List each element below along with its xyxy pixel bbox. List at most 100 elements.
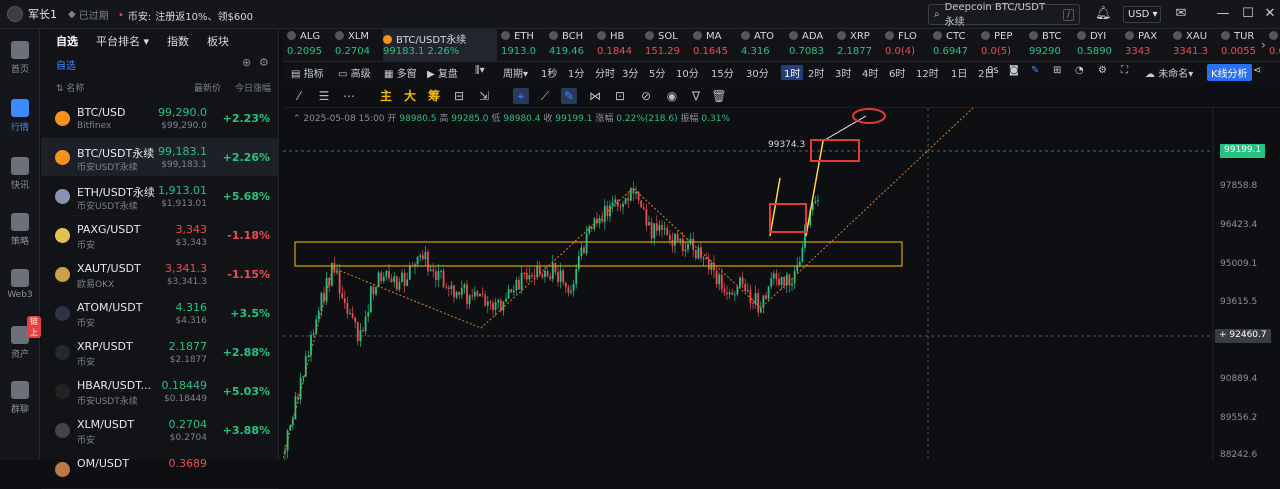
indicator-button[interactable]: ▤ 指标: [291, 69, 324, 80]
ticker-item[interactable]: BCH 419.46: [549, 29, 593, 61]
ticker-item[interactable]: BTC/USDT永续 99183.1 2.26%: [383, 29, 497, 61]
cursor-icon[interactable]: ⌖: [513, 88, 529, 104]
collapse-icon[interactable]: ⌃: [293, 114, 301, 124]
nav-strategy[interactable]: 策略: [0, 213, 40, 247]
lock-icon[interactable]: ⊡: [614, 89, 626, 103]
col-price[interactable]: 最新价: [193, 84, 221, 94]
interval-button[interactable]: 3时: [835, 69, 852, 80]
watchlist-row[interactable]: XLM/USDT 币安 0.2704 $0.2704 +3.88%: [41, 411, 279, 450]
bell-icon[interactable]: 🔔︎: [1095, 6, 1112, 21]
template-select[interactable]: ☁ 未命名▾: [1145, 69, 1194, 80]
interval-button[interactable]: 1秒: [541, 69, 558, 80]
layout-icon[interactable]: ⊞: [1053, 65, 1062, 76]
kline-analysis-button[interactable]: K线分析: [1207, 64, 1252, 81]
eye-icon[interactable]: ◉: [666, 89, 678, 103]
ticker-item[interactable]: MA 0.1645: [693, 29, 737, 61]
interval-button[interactable]: 4时: [862, 69, 879, 80]
fullscreen-icon[interactable]: ⛶: [1121, 65, 1128, 76]
ticker-item[interactable]: XAU 3341.3: [1173, 29, 1217, 61]
ticker-item[interactable]: TUR 0.0055: [1221, 29, 1265, 61]
nav-web3[interactable]: Web3: [0, 269, 40, 300]
nav-assets[interactable]: 资产: [0, 326, 40, 360]
promo-notice[interactable]: • 币安: 注册返10%、领$600: [118, 8, 253, 23]
settings-icon[interactable]: ⚙: [259, 56, 269, 69]
chips-button[interactable]: 筹: [427, 89, 440, 103]
ticker-item[interactable]: CTC 0.6947: [933, 29, 977, 61]
tab-platform-rank[interactable]: 平台排名 ▾: [96, 35, 150, 48]
watchlist-row[interactable]: BTC/USDT永续 币安USDT永续 99,183.1 $99,183.1 +2.26…: [41, 138, 279, 177]
ticker-item[interactable]: PAX 3343: [1125, 29, 1169, 61]
ticker-item[interactable]: PEC 0.0142: [1269, 29, 1280, 61]
user-info[interactable]: 军长1 ◆ 已过期: [7, 6, 109, 22]
brush-icon[interactable]: ⁄: [297, 89, 300, 103]
watchlist-row[interactable]: PAXG/USDT 币安 3,343 $3,343 -1.18%: [41, 216, 279, 255]
multi-window-button[interactable]: ▦ 多窗: [384, 69, 417, 80]
chart-area[interactable]: ⌃ 2025-05-08 15:00 开 98980.5 高 99285.0 低…: [283, 108, 1280, 460]
brush-tool-icon[interactable]: ⊘: [640, 89, 652, 103]
watchlist-row[interactable]: BTC/USD Bitfinex 99,290.0 $99,290.0 +2.23%: [41, 99, 279, 138]
watchlist-row[interactable]: ATOM/USDT 币安 4.316 $4.316 +3.5%: [41, 294, 279, 333]
ticker-item[interactable]: ALG 0.2095: [287, 29, 331, 61]
gear-icon[interactable]: ⚙: [1098, 65, 1107, 76]
ticker-item[interactable]: ADA 0.7083: [789, 29, 833, 61]
interval-button[interactable]: 10分: [676, 69, 699, 80]
interval-button[interactable]: 1分: [568, 69, 585, 80]
trash-icon[interactable]: 🗑︎: [711, 89, 727, 103]
nav-news[interactable]: 快讯: [0, 157, 40, 191]
col-name[interactable]: ⇅ 名称: [56, 84, 85, 94]
tab-sector[interactable]: 板块: [207, 35, 230, 48]
ticker-item[interactable]: SOL 151.29: [645, 29, 689, 61]
share-icon[interactable]: ⋖: [1253, 65, 1262, 76]
nav-market[interactable]: 行情: [0, 99, 40, 133]
ticker-item[interactable]: XRP 2.1877: [837, 29, 881, 61]
interval-button[interactable]: 1日: [951, 69, 968, 80]
ticker-item[interactable]: PEP 0.0(5): [981, 29, 1025, 61]
minimize-icon[interactable]: —: [1216, 6, 1230, 21]
watchlist-row[interactable]: XAUT/USDT 欧易OKX 3,341.3 $3,341.3 -1.15%: [41, 255, 279, 294]
advanced-button[interactable]: ▭ 高级: [338, 69, 371, 80]
subtab-favorites[interactable]: 自选: [56, 61, 76, 72]
nav-chat[interactable]: 群聊: [0, 381, 40, 415]
pattern-icon[interactable]: ⋈: [589, 89, 601, 103]
large-order-button[interactable]: 大: [403, 89, 416, 103]
ticker-item[interactable]: XLM 0.2704: [335, 29, 379, 61]
ruler-icon[interactable]: ⟋: [540, 89, 550, 103]
ticker-item[interactable]: FLO 0.0(4): [885, 29, 929, 61]
main-force-button[interactable]: 主: [379, 89, 392, 103]
ticker-item[interactable]: DYI 0.5890: [1077, 29, 1121, 61]
ticker-item[interactable]: HB 0.1844: [597, 29, 641, 61]
interval-button[interactable]: 30分: [746, 69, 769, 80]
interval-button[interactable]: 5分: [649, 69, 666, 80]
timer-icon[interactable]: ◔: [1075, 65, 1084, 76]
more-icon[interactable]: ⋯: [343, 89, 355, 103]
filter-icon[interactable]: ∇: [691, 89, 701, 103]
mail-icon[interactable]: ✉: [1175, 6, 1187, 21]
draw-line-icon[interactable]: ✎: [561, 88, 577, 104]
avatar[interactable]: [7, 6, 23, 22]
watchlist-row[interactable]: XRP/USDT 币安 2.1877 $2.1877 +2.88%: [41, 333, 279, 372]
col-change[interactable]: 今日涨幅: [234, 84, 271, 94]
period-select[interactable]: 周期▾: [503, 69, 529, 80]
nav-home[interactable]: 首页: [0, 41, 40, 75]
maximize-icon[interactable]: ☐: [1242, 6, 1254, 21]
interval-button[interactable]: 12时: [916, 69, 939, 80]
replay-button[interactable]: ▶ 复盘: [427, 69, 458, 80]
candle-type-button[interactable]: ⫼▾: [475, 65, 485, 76]
interval-button[interactable]: 3分: [622, 69, 639, 80]
interval-button[interactable]: 1时: [781, 65, 804, 80]
watchlist-row[interactable]: ETH/USDT永续 币安USDT永续 1,913.01 $1,913.01 +5.68…: [41, 177, 279, 216]
pen-icon[interactable]: ✎: [1031, 65, 1040, 76]
interval-button[interactable]: 15分: [711, 69, 734, 80]
candlestick-chart[interactable]: [283, 108, 1280, 460]
watchlist-row[interactable]: HBAR/USDT... 币安USDT永续 0.18449 $0.18449 +5.03…: [41, 372, 279, 411]
tab-index[interactable]: 指数: [167, 35, 190, 48]
add-icon[interactable]: ⊕: [242, 56, 252, 69]
ticker-item[interactable]: ETH 1913.0: [501, 29, 545, 61]
currency-select[interactable]: USD ▾: [1123, 6, 1161, 23]
search-box[interactable]: ⌕ Deepcoin BTC/USDT 永续 /: [928, 2, 1080, 28]
camera-icon[interactable]: ◙: [1009, 65, 1019, 76]
close-icon[interactable]: ✕: [1264, 6, 1276, 21]
tab-favorites[interactable]: 自选: [56, 35, 78, 48]
ticker-item[interactable]: ATO 4.316: [741, 29, 785, 61]
interval-button[interactable]: 2日: [978, 69, 995, 80]
